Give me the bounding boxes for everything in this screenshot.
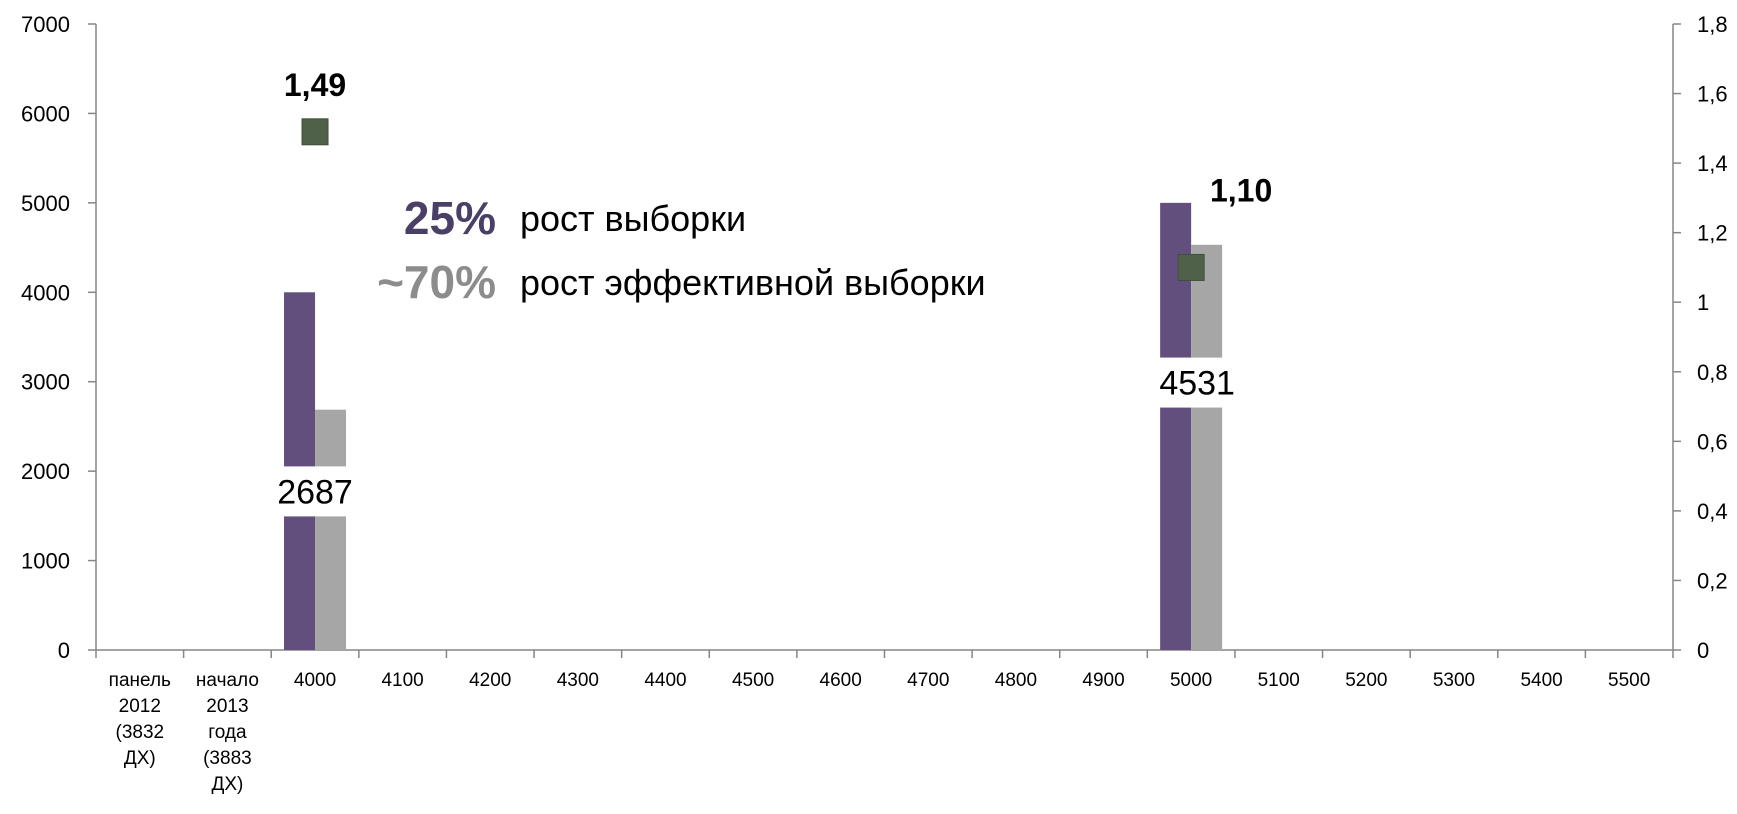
x-tick-label: 4700: [907, 670, 949, 691]
y-tick-label-right: 0,2: [1697, 568, 1728, 593]
data-label: 2687: [277, 473, 353, 511]
x-tick-label: 5200: [1345, 670, 1387, 691]
y-tick-label-left: 2000: [21, 459, 70, 484]
x-tick-label: 5100: [1258, 670, 1300, 691]
y-tick-label-right: 0,8: [1697, 360, 1728, 385]
x-tick-label: 4300: [557, 670, 599, 691]
annotation-text: рост выборки: [520, 198, 746, 239]
x-tick-label: 4400: [644, 670, 686, 691]
marker: [1177, 253, 1205, 281]
x-tick-label: 5000: [1170, 670, 1212, 691]
data-label-box: [270, 466, 361, 517]
y-tick-label-right: 0,4: [1697, 499, 1728, 524]
x-tick-label: 4100: [381, 670, 423, 691]
x-tick-label: 4500: [732, 670, 774, 691]
marker-label: 1,49: [284, 67, 346, 103]
marker: [301, 118, 329, 146]
x-tick-label: 4800: [995, 670, 1037, 691]
y-tick-label-right: 0: [1697, 638, 1709, 663]
data-label: 4531: [1159, 365, 1235, 403]
annotation-value: ~70%: [377, 256, 496, 308]
x-tick-label: 4900: [1082, 670, 1124, 691]
y-tick-label-left: 0: [58, 638, 70, 663]
x-tick-label: 5300: [1433, 670, 1475, 691]
y-tick-label-left: 6000: [21, 101, 70, 126]
y-tick-label-left: 7000: [21, 12, 70, 37]
x-tick-label: панель 2012 (3832 ДХ): [109, 670, 171, 769]
bar: [1191, 244, 1223, 651]
y-tick-label-left: 4000: [21, 280, 70, 305]
x-tick-label: 4600: [820, 670, 862, 691]
x-tick-label: начало 2013 года (3883 ДХ): [196, 670, 259, 795]
y-tick-label-right: 0,6: [1697, 429, 1728, 454]
y-tick-label-right: 1: [1697, 290, 1709, 315]
x-tick-label: 4000: [294, 670, 336, 691]
y-tick-label-right: 1,8: [1697, 12, 1728, 37]
y-tick-label-left: 5000: [21, 191, 70, 216]
y-tick-label-left: 3000: [21, 370, 70, 395]
y-tick-label-right: 1,4: [1697, 151, 1728, 176]
annotation-text: рост эффективной выборки: [520, 262, 986, 303]
x-tick-label: 4200: [469, 670, 511, 691]
y-tick-label-left: 1000: [21, 549, 70, 574]
x-tick-label: 5400: [1520, 670, 1562, 691]
y-tick-label-right: 1,2: [1697, 221, 1728, 246]
data-label-box: [1152, 357, 1243, 408]
y-tick-label-right: 1,6: [1697, 82, 1728, 107]
annotation-value: 25%: [404, 192, 496, 244]
bar: [315, 409, 347, 650]
x-tick-label: 5500: [1608, 670, 1650, 691]
marker-label: 1,10: [1210, 172, 1272, 208]
